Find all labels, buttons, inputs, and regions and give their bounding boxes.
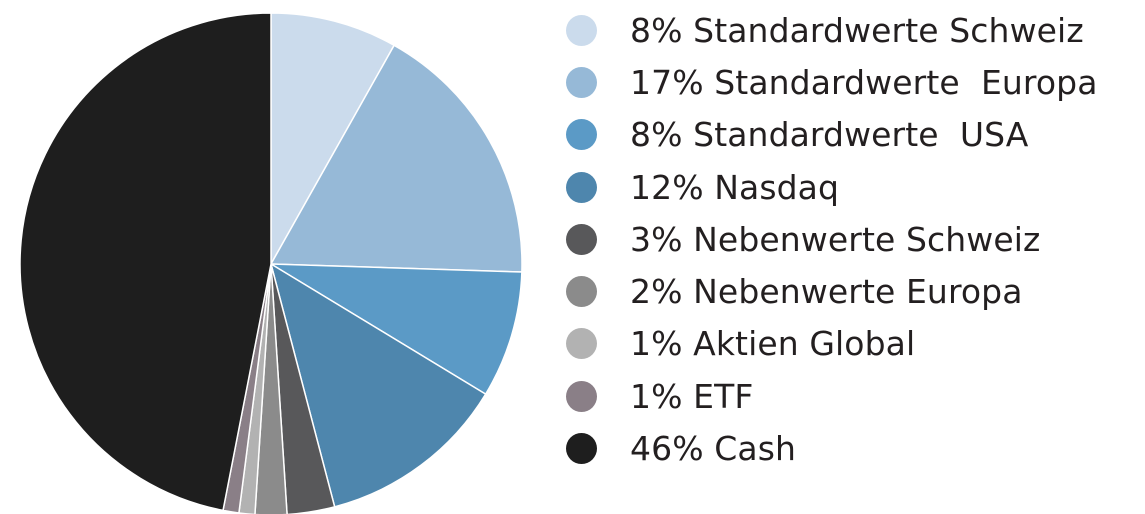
pie-slice-8 xyxy=(19,12,272,512)
legend-swatch xyxy=(566,223,597,255)
legend-item-8: 46% Cash xyxy=(566,422,1098,474)
legend-label: 17% Standardwerte Europa xyxy=(630,62,1098,102)
legend-swatch xyxy=(566,119,597,151)
legend-item-6: 1% Aktien Global xyxy=(566,318,1098,370)
legend-item-2: 8% Standardwerte USA xyxy=(566,109,1098,161)
legend-swatch xyxy=(566,66,597,98)
legend-label: 1% ETF xyxy=(630,376,754,416)
legend-label: 2% Nebenwerte Europa xyxy=(630,272,1023,312)
pie-slice-4 xyxy=(270,263,336,514)
legend-label: 8% Standardwerte USA xyxy=(630,115,1029,155)
pie-slice-3 xyxy=(270,263,487,508)
legend-label: 3% Nebenwerte Schweiz xyxy=(630,219,1041,259)
legend-swatch xyxy=(566,433,597,465)
legend-item-0: 8% Standardwerte Schweiz xyxy=(566,4,1098,56)
pie-slice-1 xyxy=(270,44,523,273)
legend-item-4: 3% Nebenwerte Schweiz xyxy=(566,213,1098,265)
legend-swatch xyxy=(566,276,597,308)
legend-swatch xyxy=(566,14,597,46)
legend-item-7: 1% ETF xyxy=(566,370,1098,422)
legend-item-1: 17% Standardwerte Europa xyxy=(566,56,1098,108)
pie-slice-5 xyxy=(254,263,288,514)
legend-label: 12% Nasdaq xyxy=(630,167,840,207)
legend-label: 8% Standardwerte Schweiz xyxy=(630,10,1084,50)
legend-swatch xyxy=(566,380,597,412)
legend-swatch xyxy=(566,171,597,203)
pie-slice-2 xyxy=(270,263,523,395)
legend-item-3: 12% Nasdaq xyxy=(566,161,1098,213)
legend-swatch xyxy=(566,328,597,360)
pie-chart xyxy=(19,12,523,514)
legend: 8% Standardwerte Schweiz 17% Standardwert… xyxy=(566,4,1098,475)
legend-label: 1% Aktien Global xyxy=(630,324,916,364)
legend-item-5: 2% Nebenwerte Europa xyxy=(566,265,1098,317)
legend-label: 46% Cash xyxy=(630,429,797,469)
pie-slice-0 xyxy=(270,12,395,265)
